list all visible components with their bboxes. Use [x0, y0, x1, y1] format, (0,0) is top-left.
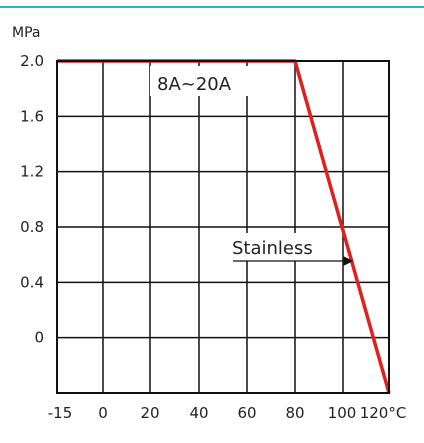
x-tick-label: 60 [237, 404, 256, 422]
y-unit-label: MPa [12, 25, 40, 41]
header-accent-bar [0, 0, 424, 8]
x-tick-label: -15 [48, 404, 73, 422]
x-tick-label: 100 [328, 404, 357, 422]
y-tick-label: 2.0 [20, 52, 44, 70]
annotation-stainless-text: Stainless [232, 238, 313, 259]
y-tick-label: 1.6 [20, 107, 44, 125]
annotation-stainless: Stainless [229, 233, 354, 266]
y-tick-label: 0.4 [20, 273, 44, 291]
header-accent-line [0, 6, 424, 8]
x-tick-label: 40 [189, 404, 208, 422]
grid-lines [57, 61, 389, 393]
x-tick-label: 20 [140, 404, 159, 422]
plot-frame [56, 60, 390, 394]
annotation-model-range-text: 8A~20A [157, 74, 232, 95]
x-tick-label: 0 [98, 404, 108, 422]
x-tick-label: 120°C [360, 404, 407, 422]
y-tick-label: 0.8 [20, 218, 44, 236]
x-tick-label: 80 [285, 404, 304, 422]
y-tick-label: 1.2 [20, 163, 44, 181]
tick-labels: -15 0 20 40 60 80 100 120°C 2.0 1.6 1.2 0.8 0.4 0 [20, 52, 406, 422]
y-tick-label: 0 [34, 329, 44, 347]
annotation-model-range: 8A~20A [150, 66, 248, 96]
